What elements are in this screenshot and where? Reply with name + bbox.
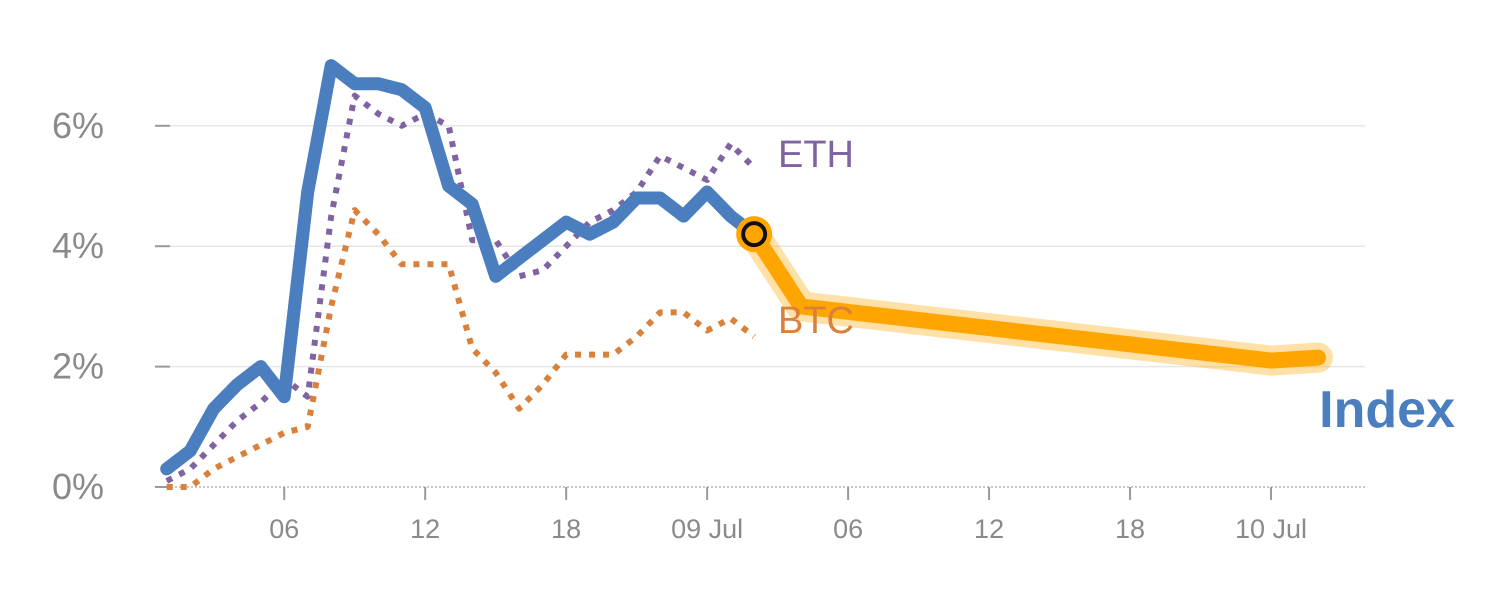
grid-layer	[155, 125, 1365, 488]
y-tick-label: 2%	[52, 346, 104, 387]
series-label-btc: BTC	[778, 300, 854, 342]
x-tick-label: 18	[551, 514, 581, 544]
x-tick-label: 12	[410, 514, 440, 544]
y-tick-label: 4%	[52, 225, 104, 266]
x-tick-label: 10 Jul	[1235, 514, 1307, 544]
label-layer: ETH BTC Index	[778, 134, 1455, 439]
x-tick-label: 12	[974, 514, 1004, 544]
series-label-eth: ETH	[778, 134, 854, 176]
series-label-index: Index	[1319, 381, 1455, 439]
x-tick-label: 09 Jul	[671, 514, 743, 544]
x-tick-label: 06	[833, 514, 863, 544]
y-tick-label: 0%	[52, 466, 104, 507]
series-btc-line	[166, 207, 756, 490]
y-tick-label: 6%	[52, 105, 104, 146]
series-layer	[160, 59, 1333, 490]
series-index-line	[160, 59, 761, 476]
axis-layer: 0% 2% 4% 6% 06 12 18 09 Jul 06 12 18 10 Jul	[52, 105, 1307, 544]
x-tick-label: 18	[1115, 514, 1145, 544]
series-eth-line	[165, 92, 757, 484]
x-tick-label: 06	[269, 514, 299, 544]
series-index-forecast-line	[746, 226, 1326, 369]
current-value-marker	[741, 221, 768, 248]
